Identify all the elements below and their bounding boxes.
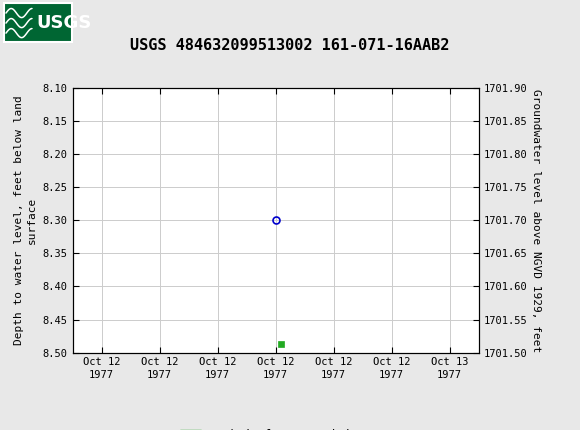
Bar [4, 3, 72, 42]
Text: USGS 484632099513002 161-071-16AAB2: USGS 484632099513002 161-071-16AAB2 [130, 38, 450, 52]
Y-axis label: Depth to water level, feet below land
surface: Depth to water level, feet below land su… [14, 95, 37, 345]
Legend: Period of approved data: Period of approved data [180, 429, 371, 430]
Y-axis label: Groundwater level above NGVD 1929, feet: Groundwater level above NGVD 1929, feet [531, 89, 541, 352]
Text: USGS: USGS [36, 14, 92, 32]
